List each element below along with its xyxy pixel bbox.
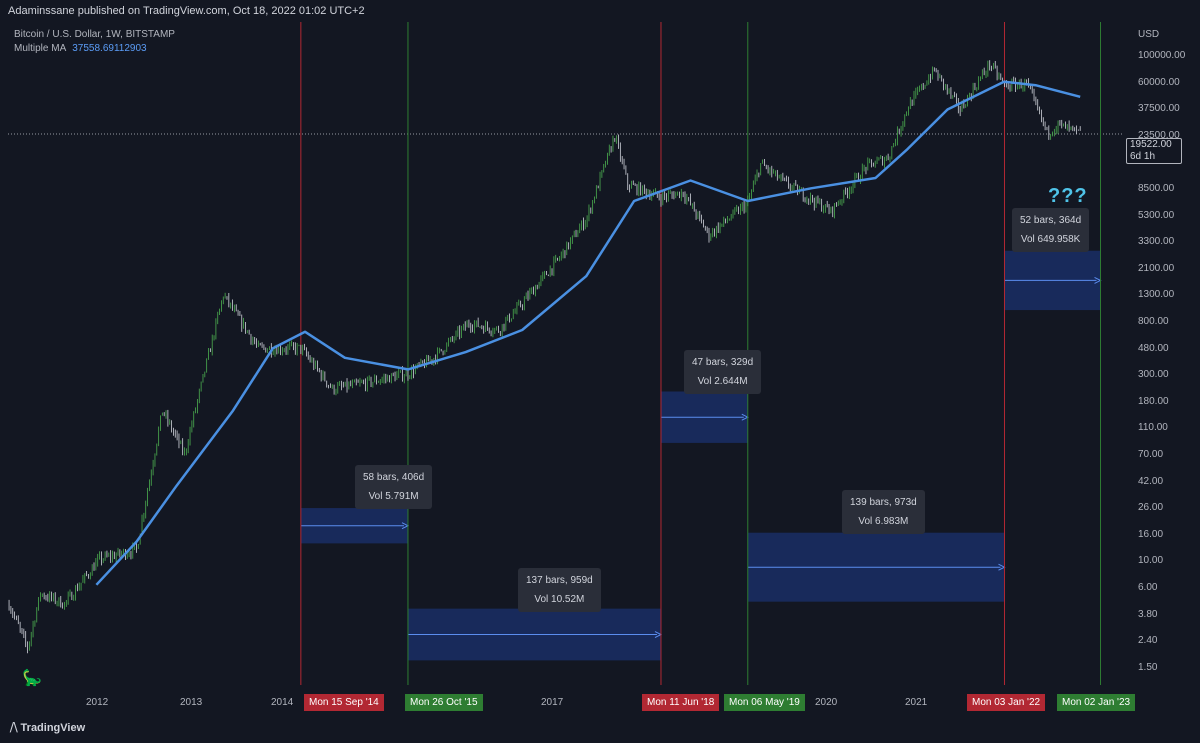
price-tick: 8500.00 xyxy=(1138,183,1175,194)
price-tick: 37500.00 xyxy=(1138,103,1180,115)
price-tick: 110.00 xyxy=(1138,422,1168,434)
time-tick: 2014 xyxy=(271,697,294,708)
price-tick: 26.00 xyxy=(1138,502,1164,514)
dino-icon: 🦕 xyxy=(22,670,42,687)
footer-bar xyxy=(0,717,1200,743)
date-badge: Mon 11 Jun '18 xyxy=(642,694,720,711)
price-tick: 16.00 xyxy=(1138,528,1164,540)
measure-tooltip: 137 bars, 959d Vol 10.52M xyxy=(518,568,601,612)
price-tick: 2100.00 xyxy=(1138,262,1175,274)
measure-bars: 139 bars, 973d xyxy=(850,497,917,508)
measure-volume: Vol 6.983M xyxy=(858,516,909,527)
measure-bars: 137 bars, 959d xyxy=(526,575,593,586)
date-badge: Mon 03 Jan '22 xyxy=(967,694,1046,711)
price-tick: 5300.00 xyxy=(1138,209,1175,221)
price-tick: 70.00 xyxy=(1138,449,1164,460)
measure-volume: Vol 2.644M xyxy=(697,376,748,387)
measure-volume: Vol 10.52M xyxy=(534,594,585,605)
measure-bars: 52 bars, 364d xyxy=(1020,215,1082,226)
ma-value: 37558.69112903 xyxy=(72,43,147,54)
measure-bars: 47 bars, 329d xyxy=(692,357,754,368)
price-tick: 3.80 xyxy=(1138,608,1158,620)
candle-countdown: 6d 1h xyxy=(1130,151,1156,162)
price-tick: 800.00 xyxy=(1138,316,1169,327)
ma-legend[interactable]: Multiple MA 37558.69112903 xyxy=(14,43,147,54)
publisher-line: Adaminssane published on TradingView.com… xyxy=(8,5,365,17)
measure-tooltip: 52 bars, 364d Vol 649.958K xyxy=(1012,208,1090,252)
price-tick: 10.00 xyxy=(1138,555,1164,567)
date-badge: Mon 15 Sep '14 xyxy=(304,694,384,711)
price-tick: 60000.00 xyxy=(1138,76,1180,88)
price-tick: 1.50 xyxy=(1138,661,1158,673)
measure-tooltip: 47 bars, 329d Vol 2.644M xyxy=(684,350,762,394)
price-tick: 1300.00 xyxy=(1138,289,1175,301)
date-badge: Mon 26 Oct '15 xyxy=(405,694,483,711)
last-price-value: 19522.00 xyxy=(1130,139,1172,150)
question-annotation: ??? xyxy=(1048,185,1088,207)
measure-volume: Vol 5.791M xyxy=(368,491,419,502)
time-tick: 2020 xyxy=(815,697,838,708)
price-tick: 2.40 xyxy=(1138,635,1158,647)
ma-label: Multiple MA xyxy=(14,43,67,54)
price-tick: 42.00 xyxy=(1138,475,1164,487)
last-price-label: 19522.00 6d 1h xyxy=(1126,138,1182,164)
time-tick: 2021 xyxy=(905,697,928,708)
footer-brand: TradingView xyxy=(20,722,86,734)
date-badge: Mon 06 May '19 xyxy=(724,694,805,711)
price-tick: 100000.00 xyxy=(1138,50,1186,61)
tv-logo-icon: ⧸⧹ xyxy=(10,722,21,734)
measure-tooltip: 139 bars, 973d Vol 6.983M xyxy=(842,490,925,534)
time-tick: 2012 xyxy=(86,697,109,708)
time-tick: 2017 xyxy=(541,697,564,708)
measure-tooltip: 58 bars, 406d Vol 5.791M xyxy=(355,465,433,509)
price-tick: 23500.00 xyxy=(1138,129,1180,141)
currency-label: USD xyxy=(1138,29,1160,40)
measure-bars: 58 bars, 406d xyxy=(363,472,425,483)
symbol-title[interactable]: Bitcoin / U.S. Dollar, 1W, BITSTAMP xyxy=(14,29,175,40)
price-tick: 300.00 xyxy=(1138,369,1169,381)
moving-average-line xyxy=(95,80,1081,586)
date-badge: Mon 02 Jan '23 xyxy=(1057,694,1136,711)
time-tick: 2013 xyxy=(180,697,203,708)
price-tick: 180.00 xyxy=(1138,395,1169,407)
price-tick: 3300.00 xyxy=(1138,236,1175,248)
measure-volume: Vol 649.958K xyxy=(1020,234,1081,245)
price-tick: 6.00 xyxy=(1138,582,1158,593)
tradingview-logo[interactable]: ⧸⧹ TradingView xyxy=(10,722,85,735)
price-tick: 480.00 xyxy=(1138,342,1169,354)
